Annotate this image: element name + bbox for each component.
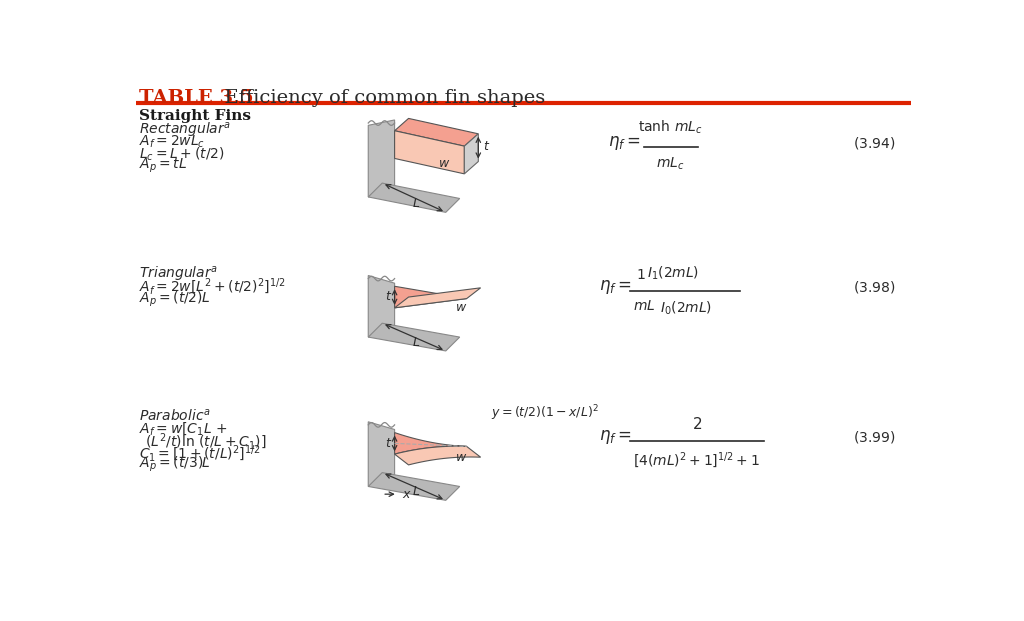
- Polygon shape: [369, 422, 394, 486]
- Text: $A_p = tL$: $A_p = tL$: [139, 157, 187, 175]
- Text: Straight Fins: Straight Fins: [139, 109, 251, 123]
- Text: $(L^2/t)\ln\,(t/L + C_1)]$: $(L^2/t)\ln\,(t/L + C_1)]$: [145, 432, 266, 452]
- Text: $A_f = w[C_1L\, +$: $A_f = w[C_1L\, +$: [139, 420, 227, 437]
- Text: $A_p = (t/2)L$: $A_p = (t/2)L$: [139, 289, 210, 309]
- Text: $A_f = 2w[L^2 + (t/2)^2]^{1/2}$: $A_f = 2w[L^2 + (t/2)^2]^{1/2}$: [139, 277, 286, 297]
- Text: $\mathit{Triangular}^a$: $\mathit{Triangular}^a$: [139, 265, 218, 284]
- Text: $mL_c$: $mL_c$: [656, 155, 685, 172]
- Polygon shape: [394, 446, 480, 465]
- Text: $\eta_f =$: $\eta_f =$: [608, 134, 641, 152]
- Text: $mL$: $mL$: [633, 299, 655, 314]
- Text: $t$: $t$: [385, 437, 392, 450]
- Text: $[4(mL)^2 + 1]^{1/2} + 1$: $[4(mL)^2 + 1]^{1/2} + 1$: [634, 450, 760, 470]
- Text: $A_f = 2wL_c$: $A_f = 2wL_c$: [139, 134, 205, 150]
- Text: $\mathit{Parabolic}^a$: $\mathit{Parabolic}^a$: [139, 408, 211, 424]
- Polygon shape: [394, 288, 480, 308]
- Polygon shape: [369, 323, 460, 351]
- Text: $\mathit{Rectangular}^a$: $\mathit{Rectangular}^a$: [139, 122, 231, 140]
- Polygon shape: [369, 473, 460, 501]
- Text: $\tanh\,mL_c$: $\tanh\,mL_c$: [638, 119, 702, 136]
- Text: $C_1 = [1 + (t/L)^2]^{1/2}$: $C_1 = [1 + (t/L)^2]^{1/2}$: [139, 443, 261, 464]
- Polygon shape: [464, 134, 478, 174]
- Text: $\eta_f =$: $\eta_f =$: [599, 428, 632, 446]
- Polygon shape: [369, 276, 394, 337]
- Text: $w$: $w$: [455, 301, 467, 314]
- Polygon shape: [394, 131, 464, 174]
- Text: $1$: $1$: [636, 268, 646, 283]
- Text: $\eta_f =$: $\eta_f =$: [599, 278, 632, 296]
- Text: $(3.94)$: $(3.94)$: [853, 135, 895, 151]
- Text: $I_1(2mL)$: $I_1(2mL)$: [647, 265, 699, 283]
- Text: $y = (t/2)(1 - x/L)^2$: $y = (t/2)(1 - x/L)^2$: [490, 403, 598, 423]
- Polygon shape: [394, 433, 467, 454]
- Text: $(3.98)$: $(3.98)$: [853, 279, 895, 295]
- Text: $L$: $L$: [412, 336, 420, 349]
- Text: $L$: $L$: [413, 197, 421, 210]
- Polygon shape: [394, 119, 478, 146]
- Text: $x$: $x$: [401, 487, 412, 501]
- Text: TABLE 3.5: TABLE 3.5: [139, 89, 254, 107]
- Text: $L_c = L + (t/2)$: $L_c = L + (t/2)$: [139, 145, 224, 163]
- Text: $w$: $w$: [455, 451, 467, 464]
- Text: $L$: $L$: [412, 484, 420, 497]
- Polygon shape: [394, 286, 467, 308]
- Text: $A_p = (t/3)L$: $A_p = (t/3)L$: [139, 455, 210, 474]
- Text: $t$: $t$: [385, 290, 392, 303]
- Text: Efficiency of common fin shapes: Efficiency of common fin shapes: [212, 89, 545, 107]
- Text: $I_0(2mL)$: $I_0(2mL)$: [659, 299, 712, 317]
- Text: $w$: $w$: [438, 156, 451, 170]
- Polygon shape: [369, 120, 394, 197]
- Text: $2$: $2$: [692, 416, 701, 432]
- Text: $t$: $t$: [483, 140, 490, 153]
- Text: $(3.99)$: $(3.99)$: [853, 429, 895, 445]
- Polygon shape: [369, 183, 460, 212]
